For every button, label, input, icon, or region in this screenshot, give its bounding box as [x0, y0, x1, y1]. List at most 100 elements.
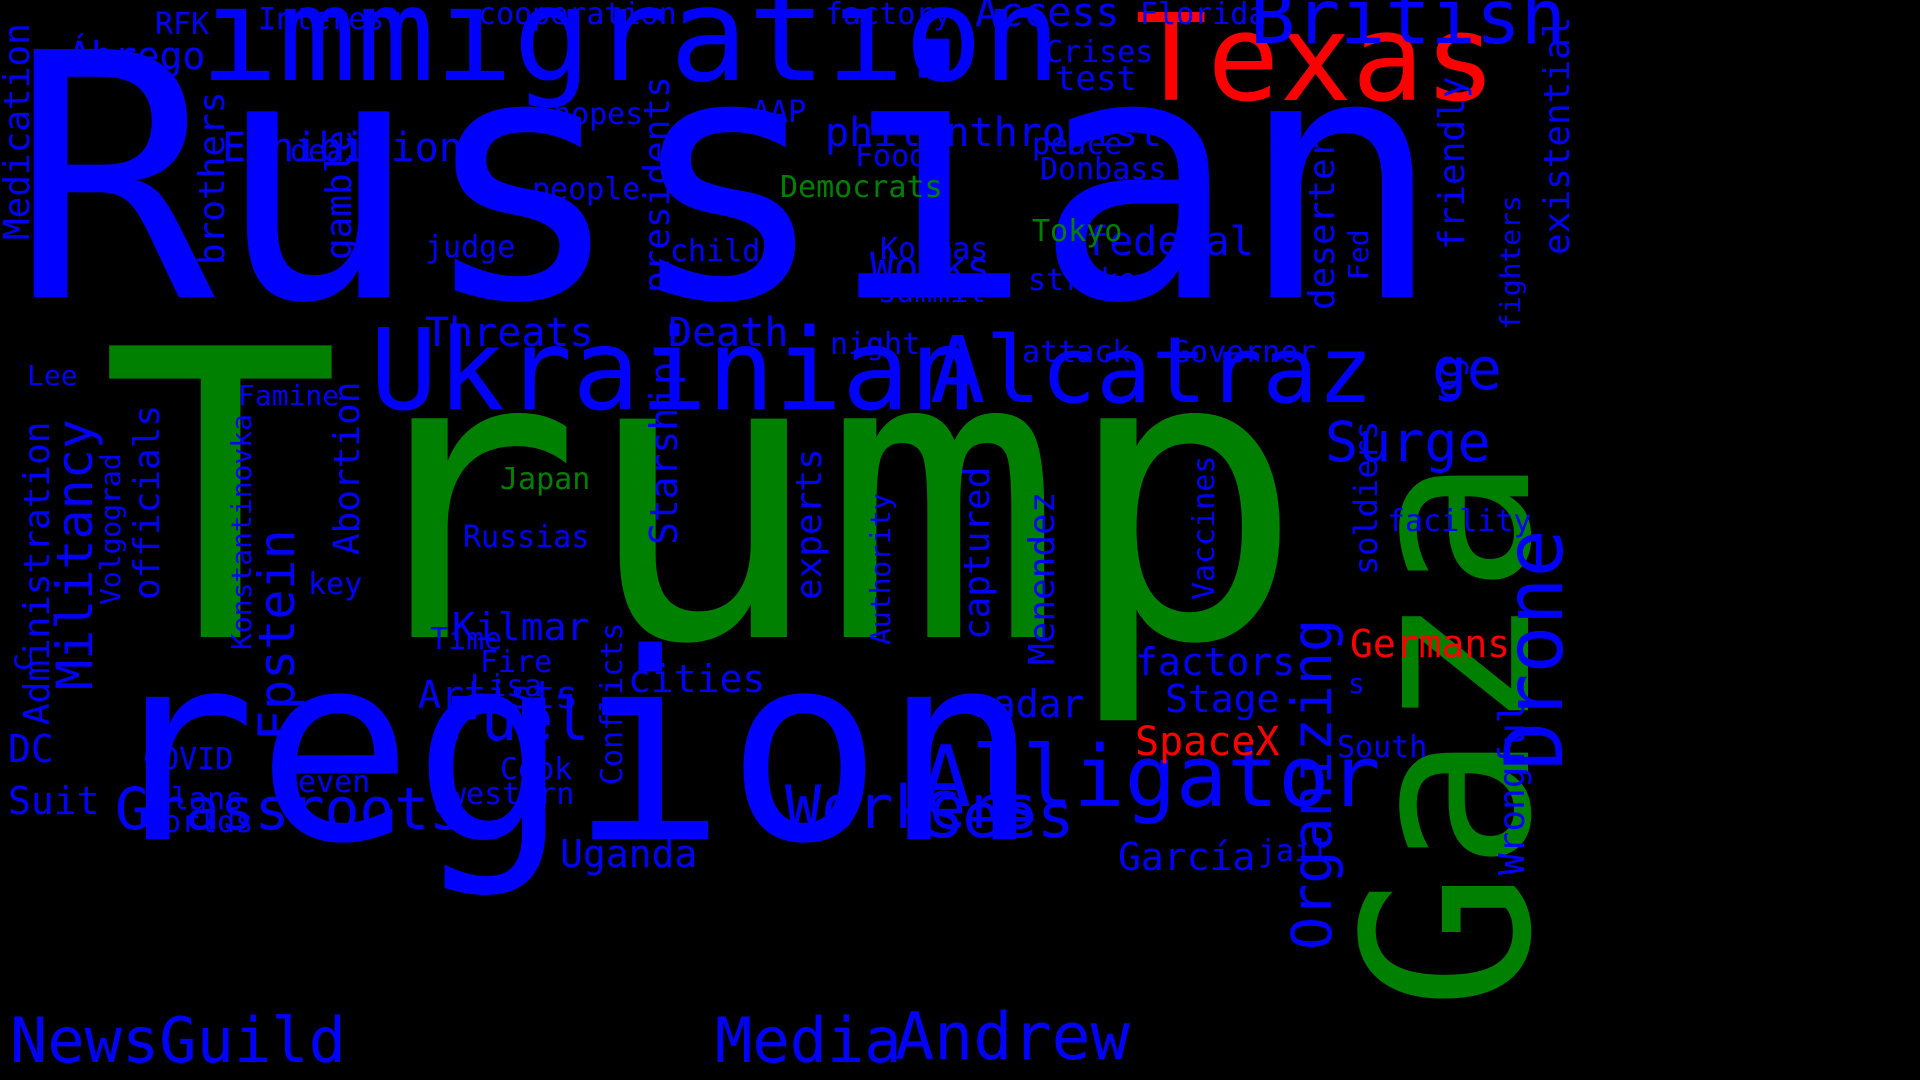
word-existential: existential	[1537, 16, 1578, 255]
word-factors: factors	[1135, 640, 1296, 684]
word-worlds: Worlds	[145, 805, 254, 840]
word-cook: Cook	[500, 752, 573, 787]
word-fighters: fighters	[1494, 195, 1527, 330]
word-fragment-og: og	[1429, 356, 1470, 400]
word-plans: Plans	[153, 782, 244, 817]
word-fire: Fire	[480, 645, 553, 680]
word-jail: jail	[1258, 834, 1331, 869]
word-cities: cities	[628, 657, 766, 701]
word-florida: Florida	[1140, 0, 1267, 32]
word-newsguild: NewsGuild	[10, 1004, 346, 1077]
word-stage: Stage	[1165, 677, 1280, 721]
word-lisa: Lisa	[470, 669, 543, 704]
word-grassroots: Grassroots	[115, 775, 465, 843]
word-peace: peace	[1032, 127, 1123, 162]
word-officials: officials	[127, 404, 168, 600]
word-tokyo: Tokyo	[1032, 214, 1123, 249]
word-threats: Threats	[425, 310, 594, 356]
word-spacex: SpaceX	[1135, 719, 1280, 765]
word-british: British	[1250, 0, 1567, 61]
word-trump: Trump	[100, 267, 1305, 732]
word-crises: Crises	[1045, 35, 1154, 70]
word-russias: Russias	[463, 520, 590, 555]
word-donbass: Donbass	[1040, 152, 1167, 187]
word-access: Access	[975, 0, 1120, 36]
word-experts: experts	[789, 448, 830, 600]
word-famine: Famine	[238, 379, 340, 412]
word-people: people	[532, 172, 641, 207]
word-dc: DC	[8, 727, 54, 771]
word-sees: Sees	[925, 779, 1075, 852]
word-judge: judge	[425, 230, 516, 265]
word-democrats: Democrats	[780, 170, 943, 205]
word-philanthropist: philanthropist	[825, 110, 1163, 156]
word-death: Death	[668, 310, 789, 356]
word-rfk: RFK	[155, 7, 210, 42]
word-fed: Fed	[1342, 229, 1375, 280]
word-south: South	[1337, 730, 1428, 765]
word-governor: Governor	[1172, 335, 1317, 370]
word-alligator: Alligator	[920, 728, 1381, 827]
word-konstantinovka: Konstantinovka	[225, 413, 258, 650]
word-radar: radar	[970, 682, 1085, 726]
word-epstein: Epstein	[248, 529, 306, 740]
word-key: key	[308, 567, 363, 602]
word-summit: summit	[878, 275, 987, 310]
word-time: Time	[430, 622, 503, 657]
word-workers: Workers	[785, 773, 1038, 843]
word-andrew: Andrew	[895, 1000, 1130, 1075]
word-interest: Interest	[258, 2, 403, 37]
word-child: child	[670, 234, 761, 269]
word-fuel: Fuel	[445, 685, 590, 755]
word-deal: deal	[290, 134, 363, 169]
word-captured: captured	[957, 466, 998, 640]
word-immigration: immigration	[200, 0, 1061, 111]
word-artists: Artists	[418, 673, 579, 717]
word-vaccines: Vaccines	[1187, 455, 1222, 601]
word-soldiers: soldiers	[1347, 420, 1385, 575]
word-menendez: Menendez	[1022, 491, 1063, 665]
word-medication: Medication	[0, 23, 38, 240]
word-wrongful: Wrongful	[1492, 701, 1533, 875]
word-factory: factory	[825, 0, 952, 32]
word-fragment-c: c	[2, 652, 40, 672]
word-works: Works	[870, 245, 991, 291]
word-attack: attack	[1022, 335, 1131, 370]
word-hopes: hopes	[553, 97, 644, 132]
word-uganda: Uganda	[560, 832, 698, 876]
word-authority: Authority	[864, 493, 897, 645]
word-ukrainian: Ukrainian	[370, 306, 977, 436]
word-surge: Surge	[1325, 410, 1491, 474]
word-fragment-ge: ge	[1432, 335, 1502, 403]
word-media: Media	[715, 1004, 902, 1077]
word-night: night	[830, 327, 921, 362]
word-administration: Administration	[17, 421, 58, 725]
word-suit: Suit	[8, 779, 100, 823]
word-strike: strike	[1028, 263, 1137, 298]
word-region: region	[100, 599, 1040, 901]
word-russian: Russian	[10, 0, 1443, 378]
word-abrego: Ábrego	[68, 34, 206, 78]
word-kilmar: Kilmar	[452, 605, 590, 649]
word-exhibition: Exhibition	[222, 125, 463, 171]
word-fragment-s: s	[1348, 667, 1365, 700]
word-aap: AAP	[752, 95, 807, 130]
word-food: Food	[855, 139, 928, 174]
word-alcatraz: Alcatraz	[930, 317, 1374, 424]
word-garcia: García	[1118, 835, 1256, 879]
word-texas: Texas	[1135, 0, 1497, 129]
word-volgograd: Volgograd	[94, 453, 127, 605]
word-lee: Lee	[27, 359, 78, 392]
word-conflicts: Conflicts	[595, 622, 630, 785]
word-deserter: deserter	[1302, 136, 1343, 310]
word-brothers: brothers	[192, 91, 233, 265]
word-facility: facility	[1387, 504, 1532, 539]
word-cooperation: cooperation	[478, 0, 677, 32]
word-koreas: Koreas	[880, 232, 989, 267]
word-western: western	[448, 777, 575, 812]
word-japan: Japan	[500, 462, 591, 497]
word-seven: Seven	[280, 765, 371, 800]
word-starship: Starship	[642, 361, 686, 545]
word-friendly: friendly	[1432, 76, 1473, 250]
